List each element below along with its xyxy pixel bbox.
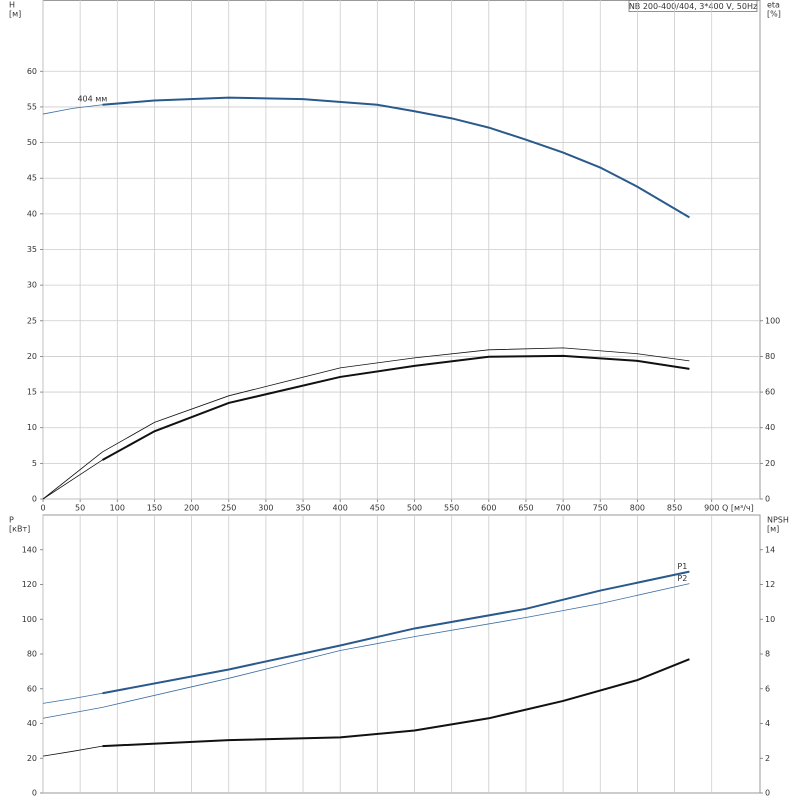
- y2-tick-label: 80: [765, 352, 775, 361]
- curve: [42, 459, 103, 500]
- x-axis-label: Q [м³/ч]: [722, 504, 754, 513]
- y-tick-label: 100: [22, 615, 37, 624]
- y2-axis-label: eta: [767, 1, 780, 10]
- curve: [101, 354, 690, 461]
- series-label: P1: [677, 562, 687, 571]
- y-axis-label: [кВт]: [9, 525, 30, 534]
- y2-axis-label: NPSH: [767, 516, 789, 525]
- y-tick-label: 45: [27, 174, 37, 183]
- y-axis-label: P: [9, 516, 14, 525]
- y-tick-label: 35: [27, 245, 37, 254]
- x-tick-label: 100: [110, 504, 125, 513]
- x-tick-label: 700: [555, 504, 570, 513]
- curve: [102, 96, 690, 219]
- curve: [42, 347, 690, 500]
- curve: [42, 104, 103, 115]
- y-tick-label: 40: [27, 719, 37, 728]
- y-tick-label: 25: [27, 316, 37, 325]
- y-tick-label: 60: [27, 684, 37, 693]
- y2-tick-label: 8: [765, 650, 770, 659]
- curve: [102, 570, 690, 695]
- x-tick-label: 800: [630, 504, 645, 513]
- y2-tick-label: 14: [765, 545, 775, 554]
- y2-tick-label: 0: [765, 495, 770, 504]
- y-tick-label: 120: [22, 580, 37, 589]
- y2-tick-label: 60: [765, 388, 775, 397]
- y-tick-label: 15: [27, 388, 37, 397]
- x-tick-label: 900: [704, 504, 719, 513]
- y-tick-label: 20: [27, 352, 37, 361]
- title-box: [628, 0, 758, 12]
- x-tick-label: 850: [667, 504, 682, 513]
- series-label: P2: [677, 574, 687, 583]
- y-tick-label: 0: [32, 495, 37, 504]
- x-tick-label: 0: [40, 504, 45, 513]
- x-tick-label: 550: [444, 504, 459, 513]
- plot-frame: [42, 514, 761, 794]
- y-tick-label: 80: [27, 650, 37, 659]
- y2-tick-label: 4: [765, 719, 770, 728]
- y2-tick-label: 20: [765, 459, 775, 468]
- x-tick-label: 500: [407, 504, 422, 513]
- curve: [42, 692, 103, 704]
- x-tick-label: 300: [258, 504, 273, 513]
- x-tick-label: 250: [221, 504, 236, 513]
- curve: [42, 745, 103, 757]
- y-tick-label: 0: [32, 789, 37, 798]
- y-tick-label: 40: [27, 209, 37, 218]
- y2-tick-label: 0: [765, 789, 770, 798]
- y2-tick-label: 10: [765, 615, 775, 624]
- y-axis-label: H: [9, 1, 15, 10]
- y2-tick-label: 40: [765, 423, 775, 432]
- curve: [102, 658, 690, 748]
- y2-tick-label: 12: [765, 580, 775, 589]
- y-tick-label: 50: [27, 138, 37, 147]
- x-tick-label: 750: [593, 504, 608, 513]
- y-axis-label: [м]: [9, 10, 21, 19]
- y2-tick-label: 100: [765, 316, 780, 325]
- y2-tick-label: 2: [765, 754, 770, 763]
- chart-title: NB 200-400/404, 3*400 V, 50Hz: [629, 2, 757, 11]
- y2-axis-label: [м]: [767, 525, 779, 534]
- curve: [42, 583, 690, 719]
- y2-tick-label: 6: [765, 684, 770, 693]
- x-tick-label: 50: [75, 504, 85, 513]
- y-tick-label: 5: [32, 459, 37, 468]
- x-tick-label: 400: [333, 504, 348, 513]
- y-tick-label: 55: [27, 102, 37, 111]
- y-tick-label: 10: [27, 423, 37, 432]
- x-tick-label: 450: [370, 504, 385, 513]
- x-tick-label: 150: [147, 504, 162, 513]
- x-tick-label: 200: [184, 504, 199, 513]
- y-tick-label: 140: [22, 545, 37, 554]
- y2-axis-label: [%]: [767, 10, 781, 19]
- x-tick-label: 650: [518, 504, 533, 513]
- x-tick-label: 350: [295, 504, 310, 513]
- y-tick-label: 30: [27, 281, 37, 290]
- series-label: 404 мм: [77, 94, 107, 103]
- y-tick-label: 20: [27, 754, 37, 763]
- y-tick-label: 60: [27, 67, 37, 76]
- x-tick-label: 600: [481, 504, 496, 513]
